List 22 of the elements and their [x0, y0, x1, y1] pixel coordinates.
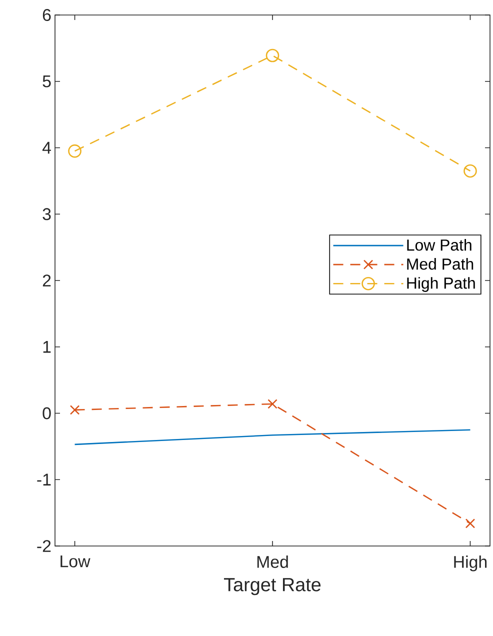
y-tick-label: 3: [42, 208, 51, 220]
x-axis-title: Target Rate: [224, 578, 321, 596]
y-tick-label: 1: [43, 341, 51, 353]
point: [268, 399, 278, 409]
x-tick-label: High: [454, 556, 487, 572]
y-tick-label: -2: [37, 540, 51, 552]
y-tick-label: 5: [42, 75, 51, 88]
y-tick-label: 6: [42, 9, 51, 22]
x-tick-label: Low: [60, 556, 90, 568]
point: [70, 405, 80, 415]
point: [266, 48, 280, 62]
point: [465, 518, 476, 528]
legend-label: Med Path: [407, 258, 474, 270]
point: [464, 164, 477, 178]
legend-label: Low Path: [407, 239, 472, 251]
point: [68, 144, 82, 158]
legend-label: High Path: [407, 277, 475, 292]
x-tick-label: Med: [257, 556, 288, 568]
y-tick-label: -1: [37, 474, 51, 486]
y-tick-label: 0: [42, 407, 51, 420]
y-tick-label: 2: [42, 274, 51, 286]
y-tick-label: 4: [42, 142, 51, 154]
